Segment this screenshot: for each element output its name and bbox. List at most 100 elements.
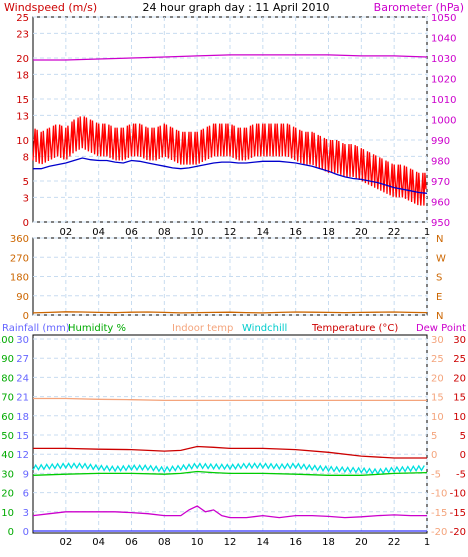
series-line-2: [33, 54, 428, 61]
rain-tick-label: 12: [16, 450, 29, 461]
grid-layer: [33, 16, 428, 532]
left-tick-label: 13: [16, 111, 29, 122]
x-tick-label: 18: [322, 537, 335, 548]
temp-tick-label: 10: [453, 412, 466, 423]
temp-series-4: [32, 505, 427, 519]
rain-tick-label: 30: [16, 335, 29, 346]
humidity-tick-label: 80: [1, 373, 14, 384]
temp-tick-label: -20: [450, 527, 466, 538]
rain-tick-label: 18: [16, 412, 29, 423]
x-tick-label: 16: [289, 227, 302, 238]
rain-tick-label: 0: [23, 527, 29, 538]
right-tick-label: 1010: [431, 95, 456, 106]
rain-tick-label: 6: [23, 489, 29, 500]
humidity-tick-label: 50: [1, 431, 14, 442]
barometer-axis-title: Barometer (hPa): [374, 1, 464, 14]
x-tick-label: 10: [191, 227, 204, 238]
indoor-tick-label: 5: [431, 431, 437, 442]
direction-line: [32, 311, 428, 314]
x-tick-label: 08: [158, 227, 171, 238]
indoor-tick-label: -5: [431, 469, 441, 480]
humidity-tick-label: 60: [1, 412, 14, 423]
direction-tick-label: 180: [10, 273, 29, 284]
left-tick-label: 10: [16, 136, 29, 147]
legend-rainfall: Rainfall (mm): [2, 323, 70, 334]
tick-layer: 0358101315182023259509609709809901000101…: [0, 13, 466, 548]
x-tick-label: 22: [388, 537, 401, 548]
indoor-tick-label: 25: [431, 354, 444, 365]
right-tick-label: 1050: [431, 13, 456, 24]
direction-tick-label: 270: [10, 253, 29, 264]
direction-tick-label: 0: [23, 311, 29, 322]
right-tick-label: 950: [431, 218, 450, 229]
rain-tick-label: 15: [16, 431, 29, 442]
indoor-tick-label: 30: [431, 335, 444, 346]
temp-tick-label: 15: [453, 393, 466, 404]
x-tick-label: 04: [92, 227, 105, 238]
windspeed-axis-title: Windspeed (m/s): [4, 1, 97, 14]
direction-tick-label: 360: [10, 234, 29, 245]
humidity-tick-label: 0: [8, 527, 14, 538]
rain-tick-label: 21: [16, 393, 29, 404]
humidity-tick-label: 70: [1, 393, 14, 404]
x-tick-label: 18: [322, 227, 335, 238]
humidity-tick-label: 10: [1, 508, 14, 519]
x-tick-label: 02: [59, 537, 72, 548]
temp-series-0: [33, 397, 427, 402]
temp-tick-label: 30: [453, 335, 466, 346]
x-tick-label: 06: [125, 227, 138, 238]
humidity-tick-label: 20: [1, 489, 14, 500]
right-tick-label: 1040: [431, 34, 456, 45]
temp-tick-label: -10: [450, 489, 466, 500]
left-tick-label: 5: [23, 177, 29, 188]
right-tick-label: 1030: [431, 54, 456, 65]
left-tick-label: 3: [23, 193, 29, 204]
right-tick-label: 980: [431, 157, 450, 168]
x-tick-label: 14: [256, 537, 269, 548]
x-tick-label: 20: [355, 227, 368, 238]
x-tick-label: 06: [125, 537, 138, 548]
humidity-tick-label: 30: [1, 469, 14, 480]
x-tick-label: 12: [224, 227, 237, 238]
right-tick-label: 990: [431, 136, 450, 147]
humidity-tick-label: 100: [0, 335, 14, 346]
temp-tick-label: -5: [456, 469, 466, 480]
indoor-tick-label: 0: [431, 450, 437, 461]
legend-humidity: Humidity %: [68, 323, 126, 334]
right-tick-label: 1020: [431, 75, 456, 86]
x-tick-label: 10: [191, 537, 204, 548]
left-tick-label: 23: [16, 29, 29, 40]
x-tick-label: 1: [424, 227, 430, 238]
series-layer: [32, 54, 428, 532]
temp-tick-label: 20: [453, 373, 466, 384]
humidity-tick-label: 40: [1, 450, 14, 461]
compass-tick-label: W: [436, 253, 446, 264]
humidity-tick-label: 90: [1, 354, 14, 365]
x-tick-label: 1: [424, 537, 430, 548]
indoor-tick-label: -20: [431, 527, 447, 538]
legend-indoor-temp: Indoor temp: [172, 323, 233, 334]
temp-tick-label: -15: [450, 508, 466, 519]
x-tick-label: 14: [256, 227, 269, 238]
indoor-tick-label: 10: [431, 412, 444, 423]
x-tick-label: 16: [289, 537, 302, 548]
right-tick-label: 960: [431, 198, 450, 209]
left-tick-label: 0: [23, 218, 29, 229]
compass-tick-label: S: [436, 273, 442, 284]
left-tick-label: 8: [23, 152, 29, 163]
indoor-tick-label: 15: [431, 393, 444, 404]
legend-dew-point: Dew Point: [416, 323, 466, 334]
x-tick-label: 22: [388, 227, 401, 238]
rain-tick-label: 3: [23, 508, 29, 519]
indoor-tick-label: -15: [431, 508, 447, 519]
x-tick-label: 02: [59, 227, 72, 238]
temp-tick-label: 0: [460, 450, 466, 461]
temp-series-1: [33, 445, 427, 459]
x-tick-label: 08: [158, 537, 171, 548]
right-tick-label: 1000: [431, 116, 456, 127]
rain-tick-label: 27: [16, 354, 29, 365]
left-tick-label: 20: [16, 54, 29, 65]
x-tick-label: 04: [92, 537, 105, 548]
temp-series-3: [32, 470, 428, 476]
x-tick-label: 12: [224, 537, 237, 548]
